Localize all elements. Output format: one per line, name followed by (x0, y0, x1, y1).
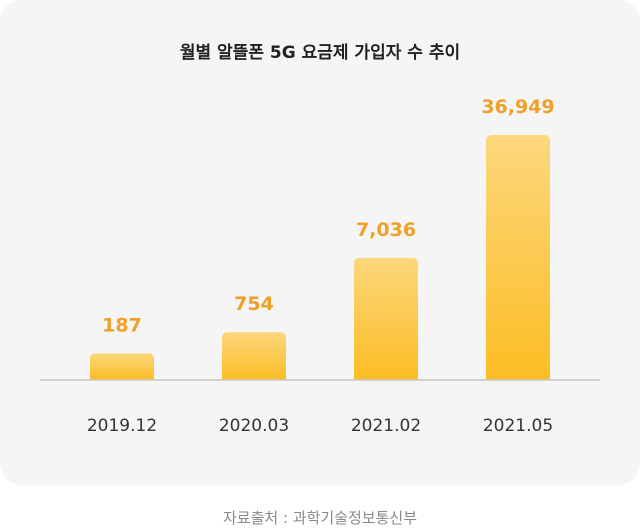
bars-group (90, 135, 550, 380)
source-note: 자료출처 : 과학기술정보통신부 (223, 509, 417, 527)
chart-title: 월별 알뜰폰 5G 요금제 가입자 수 추이 (179, 43, 461, 63)
labels-group: 187 2019.12 754 2020.03 7,036 2021.02 36,949 20… (87, 96, 555, 436)
bar-chart: 187 2019.12 754 2020.03 7,036 2021.02 36,949 20… (40, 96, 600, 436)
bar-2020.03 (222, 332, 286, 380)
category-label-2021.02: 2021.02 (351, 416, 421, 436)
bar-2021.02 (354, 257, 418, 380)
value-label-2020.03: 754 (234, 293, 274, 315)
category-label-2019.12: 2019.12 (87, 416, 157, 436)
bar-2019.12 (90, 353, 154, 380)
value-label-2021.02: 7,036 (356, 219, 416, 241)
value-label-2019.12: 187 (102, 314, 142, 336)
category-label-2020.03: 2020.03 (219, 416, 289, 436)
category-label-2021.05: 2021.05 (483, 416, 553, 436)
bar-2021.05 (486, 135, 550, 380)
value-label-2021.05: 36,949 (481, 96, 554, 118)
